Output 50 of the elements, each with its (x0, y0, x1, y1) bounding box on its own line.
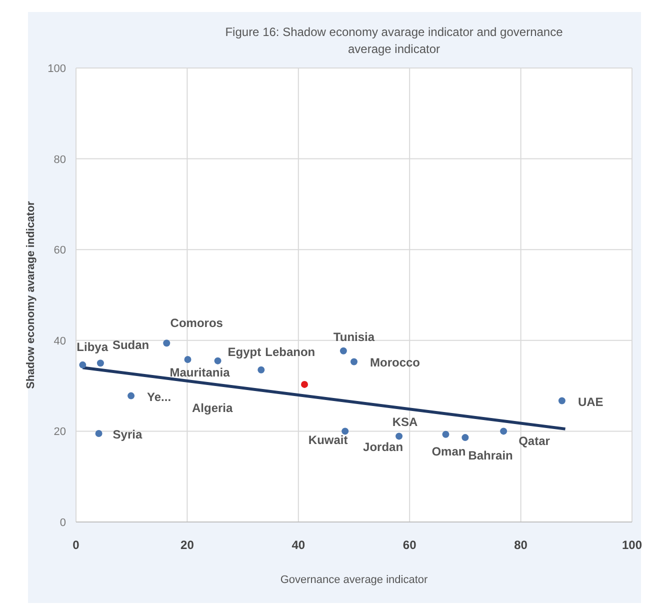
point (350, 358, 358, 366)
point (128, 392, 135, 400)
annotation: Ye... (147, 390, 172, 404)
point (214, 357, 222, 364)
annotation: Comoros (170, 316, 224, 330)
annotation: UAE (578, 394, 604, 409)
y-tick-label: 40 (54, 335, 66, 348)
annotation: Algeria (192, 401, 234, 415)
point (163, 340, 170, 347)
annotation: Bahrain (468, 448, 513, 463)
point (79, 361, 86, 368)
y-tick-label: 20 (54, 426, 66, 438)
annotation: Kuwait (308, 433, 348, 448)
annotation: Egypt (228, 344, 262, 359)
point (396, 432, 403, 440)
annotation: Libya (76, 340, 108, 354)
point (558, 397, 566, 404)
point (96, 360, 104, 367)
annotation: Jordan (363, 440, 404, 454)
y-tick-label: 0 (60, 517, 66, 529)
y-tick-label: 80 (54, 154, 66, 166)
point (500, 428, 508, 435)
point (258, 366, 265, 374)
chart-title: Figure 16: Shadow economy avarage indicator and governance average indicator (225, 25, 564, 56)
point (95, 430, 102, 437)
point (340, 347, 347, 354)
annotation: Qatar (518, 434, 550, 448)
point (301, 380, 308, 388)
annotation: Tunisia (333, 330, 375, 344)
point (184, 356, 192, 363)
point (462, 434, 469, 442)
point (342, 428, 349, 435)
annotation: Syria (112, 427, 142, 442)
annotation: Oman (432, 444, 466, 458)
y-tick-label: 60 (54, 244, 66, 257)
x-tick-label: 0 (72, 538, 80, 552)
annotation: Mauritania (170, 365, 230, 380)
x-tick-label: 100 (622, 538, 642, 552)
annotation: Lebanon (265, 344, 316, 359)
annotation: Sudan (112, 338, 150, 352)
annotation: Morocco (370, 356, 420, 370)
y-tick-label: 100 (48, 63, 66, 75)
x-tick-label: 60 (402, 538, 417, 552)
annotation: KSA (392, 415, 418, 430)
x-axis-title: Governance average indicator (280, 574, 428, 586)
x-tick-label: 40 (292, 538, 306, 552)
x-tick-label: 20 (180, 538, 194, 552)
y-axis-title: Shadow economy avarage indicator (25, 200, 37, 389)
point (442, 430, 450, 438)
x-tick-label: 80 (514, 538, 528, 552)
